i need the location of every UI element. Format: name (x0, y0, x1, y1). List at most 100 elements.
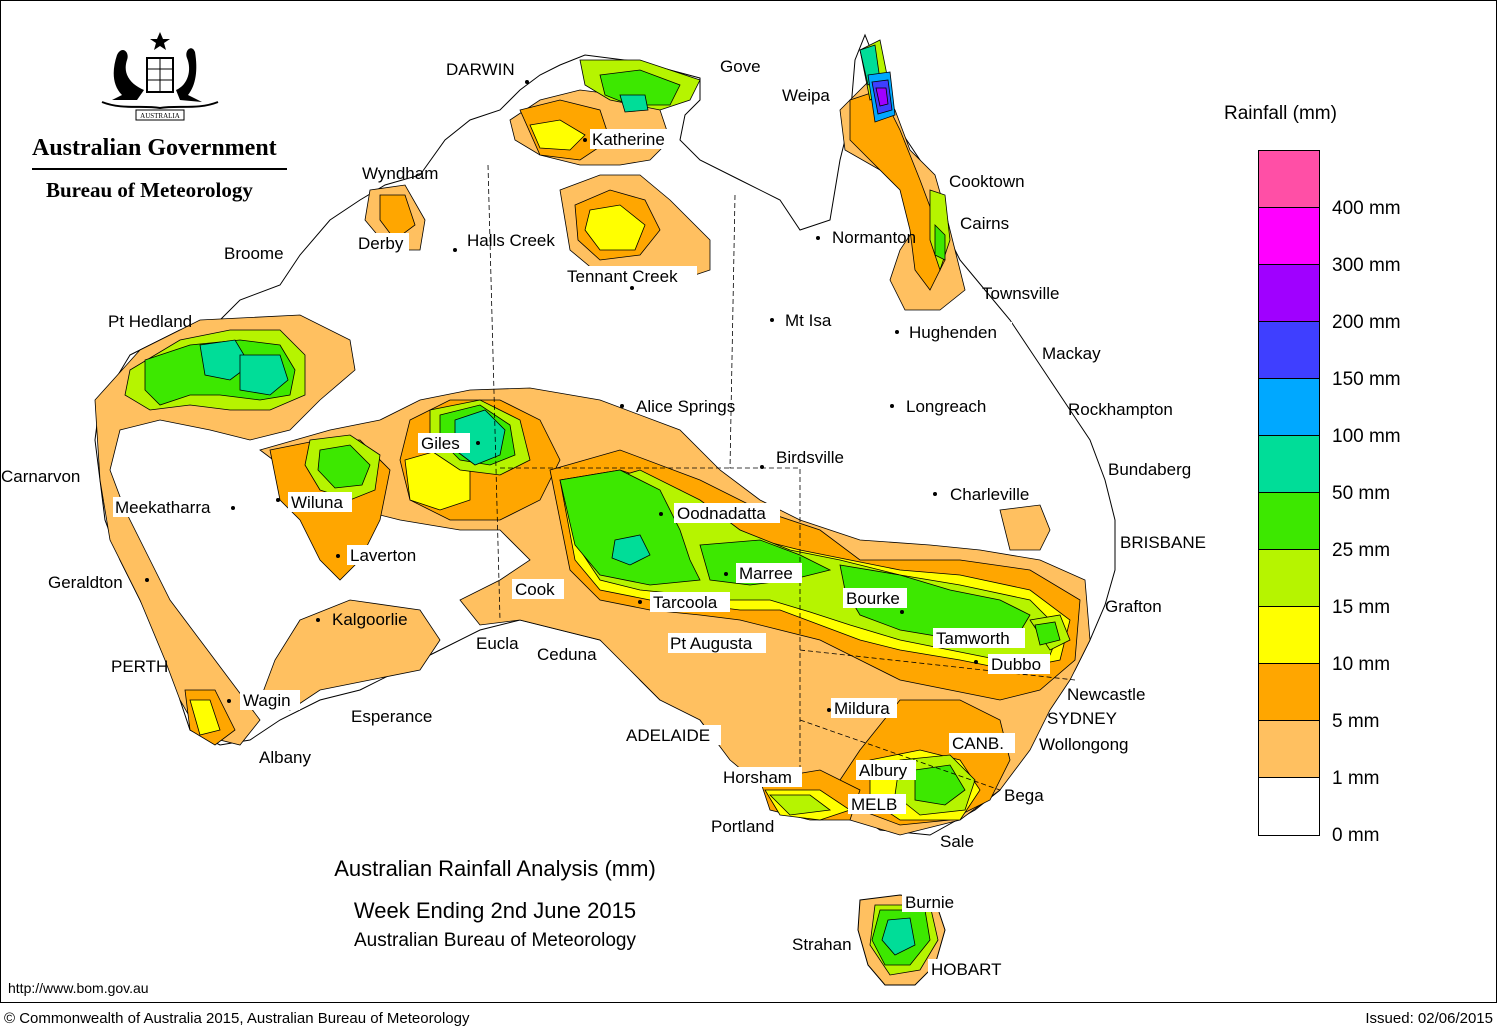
place-alice-springs: Alice Springs (636, 397, 735, 416)
legend-swatch (1259, 664, 1319, 721)
state-borders (487, 164, 1076, 791)
rainfall-map: Gove Weipa Wyndham Cooktown Cairns Halls… (1, 33, 1206, 986)
legend-label: 15 mm (1332, 597, 1391, 618)
place-cook: Cook (515, 580, 555, 599)
place-mackay: Mackay (1042, 344, 1101, 363)
place-dubbo: Dubbo (991, 655, 1041, 674)
place-gove: Gove (720, 57, 761, 76)
place-marree: Marree (739, 564, 793, 583)
legend-swatch (1259, 493, 1319, 550)
place-darwin: DARWIN (446, 60, 515, 79)
place-burnie: Burnie (905, 893, 954, 912)
place-birdsville: Birdsville (776, 448, 844, 467)
place-carnarvon: Carnarvon (1, 467, 80, 486)
bureau-name: Bureau of Meteorology (46, 178, 253, 202)
place-hobart: HOBART (931, 960, 1002, 979)
place-albury: Albury (859, 761, 908, 780)
legend-swatch (1259, 721, 1319, 778)
map-source: Australian Bureau of Meteorology (354, 930, 636, 951)
place-longreach: Longreach (906, 397, 986, 416)
place-newcastle: Newcastle (1067, 685, 1145, 704)
place-rockhampton: Rockhampton (1068, 400, 1173, 419)
place-sale: Sale (940, 832, 974, 851)
legend-title: Rainfall (mm) (1224, 103, 1337, 124)
rainfall-50mm-regions (199, 44, 916, 956)
place-labels: Gove Weipa Wyndham Cooktown Cairns Halls… (1, 57, 1206, 954)
place-sydney: SYDNEY (1047, 709, 1117, 728)
place-derby: Derby (358, 234, 404, 253)
legend-label: 10 mm (1332, 654, 1391, 675)
legend-label: 25 mm (1332, 540, 1391, 561)
place-mt-isa: Mt Isa (785, 311, 832, 330)
map-subtitle: Week Ending 2nd June 2015 (353, 898, 637, 923)
place-halls-creek: Halls Creek (467, 231, 555, 250)
coat-of-arms-logo: AUSTRALIA (101, 32, 219, 121)
place-bega: Bega (1004, 786, 1044, 805)
place-horsham: Horsham (723, 768, 792, 787)
place-meekatharra: Meekatharra (115, 498, 211, 517)
legend-label: 1 mm (1332, 768, 1380, 789)
place-wyndham: Wyndham (362, 164, 438, 183)
place-perth: PERTH (111, 657, 168, 676)
place-albany: Albany (259, 748, 311, 767)
place-broome: Broome (224, 244, 284, 263)
place-bundaberg: Bundaberg (1108, 460, 1191, 479)
place-strahan: Strahan (792, 935, 852, 954)
place-kalgoorlie: Kalgoorlie (332, 610, 408, 629)
government-name: Australian Government (32, 135, 287, 170)
map-title: Australian Rainfall Analysis (mm) (334, 856, 656, 881)
place-melbourne: MELB (851, 795, 897, 814)
place-mildura: Mildura (834, 699, 890, 718)
place-grafton: Grafton (1105, 597, 1162, 616)
place-canberra: CANB. (952, 734, 1004, 753)
legend-swatch (1259, 778, 1319, 835)
place-hughenden: Hughenden (909, 323, 997, 342)
place-bourke: Bourke (846, 589, 900, 608)
place-esperance: Esperance (351, 707, 432, 726)
place-laverton: Laverton (350, 546, 416, 565)
source-url[interactable]: http://www.bom.gov.au (8, 980, 149, 996)
place-ceduna: Ceduna (537, 645, 597, 664)
legend-swatch (1259, 208, 1319, 265)
place-cooktown: Cooktown (949, 172, 1025, 191)
legend-swatch (1259, 607, 1319, 664)
place-charleville: Charleville (950, 485, 1029, 504)
legend-swatch (1259, 151, 1319, 208)
copyright-notice: © Commonwealth of Australia 2015, Austra… (4, 1010, 470, 1027)
place-weipa: Weipa (782, 86, 830, 105)
place-brisbane: BRISBANE (1120, 533, 1206, 552)
place-eucla: Eucla (476, 634, 519, 653)
city-markers (145, 80, 978, 712)
place-giles: Giles (421, 434, 460, 453)
legend-label: 0 mm (1332, 825, 1380, 846)
rainfall-25mm-regions (144, 69, 1061, 966)
legend-swatch (1259, 550, 1319, 607)
legend-swatch (1259, 379, 1319, 436)
legend-swatch (1259, 322, 1319, 379)
map-frame (0, 0, 1497, 1003)
crest-scroll-text: AUSTRALIA (140, 112, 180, 120)
place-pt-augusta: Pt Augusta (670, 634, 753, 653)
legend-label: 5 mm (1332, 711, 1380, 732)
place-townsville: Townsville (982, 284, 1059, 303)
boxed-place-labels: DARWIN Katherine Derby Tennant Creek Hug… (113, 59, 1050, 979)
place-tennant-creek: Tennant Creek (567, 267, 678, 286)
place-wiluna: Wiluna (291, 493, 344, 512)
legend-label: 100 mm (1332, 426, 1401, 447)
legend-label: 200 mm (1332, 312, 1401, 333)
place-portland: Portland (711, 817, 774, 836)
legend-label: 50 mm (1332, 483, 1391, 504)
place-tarcoola: Tarcoola (653, 593, 718, 612)
agency-logo: Australian Government Bureau of Meteorol… (32, 135, 287, 203)
place-adelaide: ADELAIDE (626, 726, 710, 745)
legend-swatch (1259, 436, 1319, 493)
place-cairns: Cairns (960, 214, 1009, 233)
place-wollongong: Wollongong (1039, 735, 1128, 754)
place-oodnadatta: Oodnadatta (677, 504, 766, 523)
legend-swatch (1259, 265, 1319, 322)
place-normanton: Normanton (832, 228, 916, 247)
legend-label: 150 mm (1332, 369, 1401, 390)
issued-date: Issued: 02/06/2015 (1365, 1010, 1493, 1027)
place-wagin: Wagin (243, 691, 291, 710)
place-pt-hedland: Pt Hedland (108, 312, 192, 331)
